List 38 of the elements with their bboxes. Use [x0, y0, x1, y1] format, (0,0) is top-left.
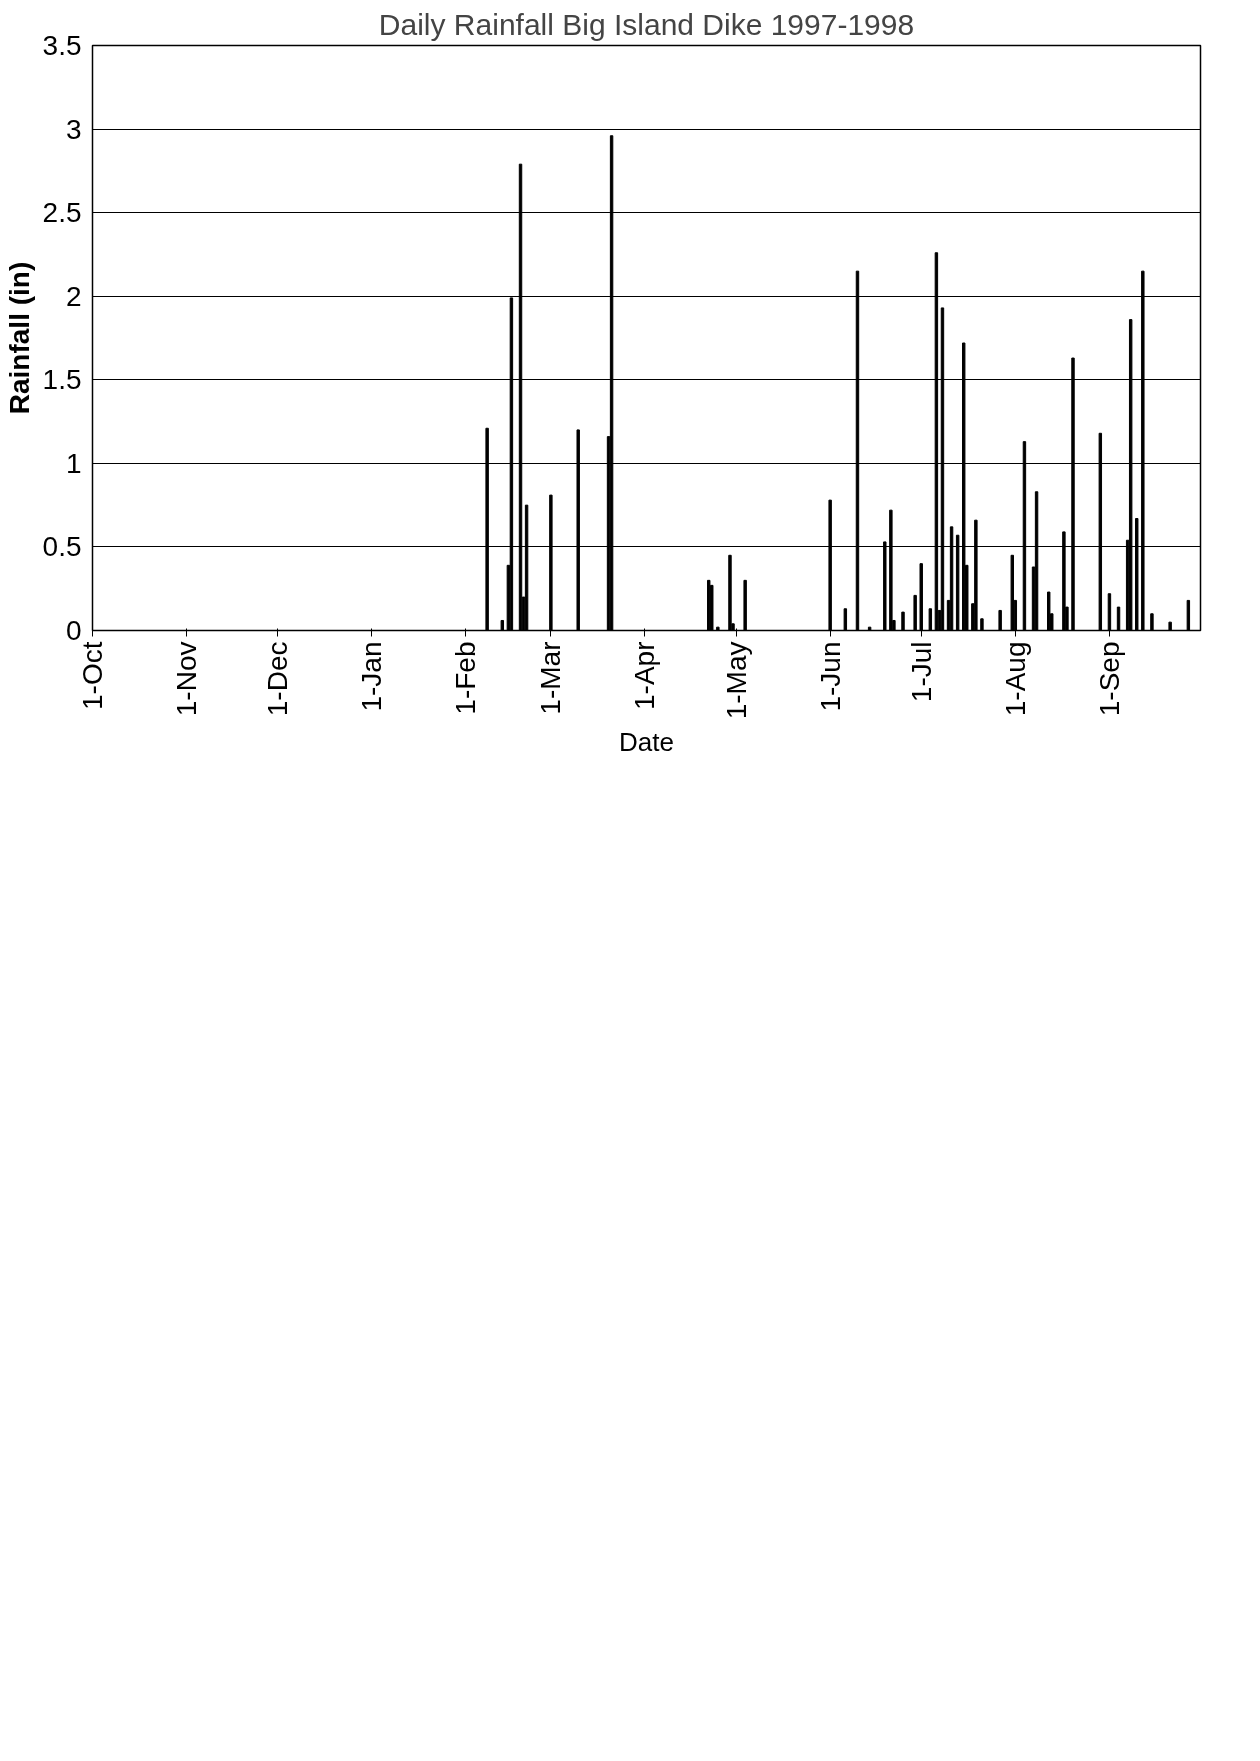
x-tick-label: 1-Feb — [450, 641, 482, 715]
x-tick-label: 1-Sep — [1093, 641, 1125, 717]
y-tick-label: 3 — [65, 113, 82, 145]
bar — [1047, 591, 1051, 631]
y-tick-label: 2 — [65, 280, 82, 312]
x-tick-label: 1-May — [720, 641, 752, 720]
bar — [707, 579, 711, 631]
bar — [998, 609, 1002, 631]
y-tick-label: 3.5 — [42, 30, 82, 61]
y-tick-label: 1 — [65, 447, 82, 479]
x-tick-label: 1-Dec — [262, 641, 294, 717]
bar — [980, 618, 984, 631]
bar — [1186, 599, 1191, 631]
bar — [843, 608, 848, 631]
bar — [500, 619, 505, 631]
y-axis-title: Rainfall (in) — [3, 261, 35, 415]
y-tick-label: 2.5 — [42, 197, 82, 229]
x-tick-label: 1-Apr — [629, 641, 661, 710]
bar — [913, 594, 917, 631]
x-tick-label: 1-Jun — [814, 641, 846, 712]
y-tick-label: 0.5 — [42, 531, 82, 563]
y-tick-label: 1.5 — [42, 364, 82, 396]
x-axis-title: Date — [619, 727, 674, 758]
bar — [1150, 613, 1154, 631]
x-tick-label: 1-Nov — [171, 641, 203, 717]
x-tick-label: 1-Jan — [356, 641, 388, 712]
x-tick-label: 1-Aug — [999, 641, 1031, 717]
x-tick-label: 1-Jul — [905, 641, 937, 703]
bar — [901, 611, 905, 631]
bar — [1010, 554, 1015, 631]
bar — [1168, 621, 1172, 631]
bar — [710, 584, 714, 631]
bar — [743, 579, 747, 631]
bar — [716, 626, 720, 631]
bar — [728, 554, 732, 631]
chart-title: Daily Rainfall Big Island Dike 1997-1998 — [378, 7, 915, 41]
x-tick-label: 1-Mar — [535, 641, 567, 715]
bar — [928, 608, 933, 631]
